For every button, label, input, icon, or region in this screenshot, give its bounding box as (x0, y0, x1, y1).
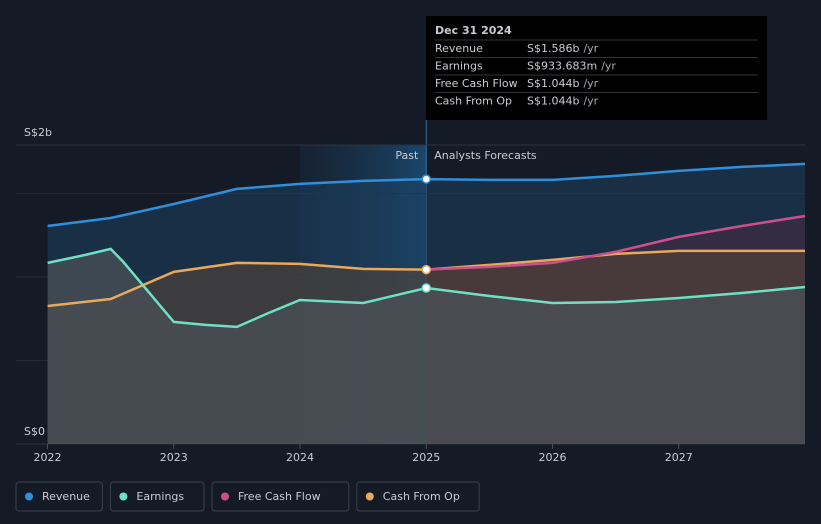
tooltip-unit: /yr (583, 42, 598, 55)
tooltip-unit: /yr (583, 95, 598, 108)
tooltip-value-text: S$1.044b (527, 77, 579, 90)
tooltip-value: S$1.586b/yr (527, 42, 599, 55)
legend-box[interactable] (211, 481, 350, 512)
tooltip-label: Revenue (435, 42, 483, 55)
legend-box[interactable] (356, 481, 480, 512)
series-line (47, 247, 806, 329)
legend-swatch (119, 492, 128, 501)
y-tick-label: S$2b (24, 126, 52, 139)
past-label: Past (395, 149, 419, 162)
legend-label: Free Cash Flow (238, 490, 321, 503)
forecast-label: Analysts Forecasts (434, 149, 537, 162)
x-tick-label: 2023 (160, 451, 188, 464)
legend-swatch (365, 492, 374, 501)
x-tick-label: 2022 (34, 451, 62, 464)
tooltip-value: S$933.683m/yr (527, 60, 616, 73)
legend-swatch (25, 492, 33, 501)
tooltip-value-text: S$933.683m (527, 60, 597, 73)
x-tick-label: 2024 (286, 451, 314, 464)
legend-item[interactable]: Revenue (15, 481, 103, 512)
tooltip-label: Earnings (435, 60, 483, 73)
legend-box[interactable] (15, 481, 103, 512)
tooltip-unit: /yr (583, 77, 598, 90)
tooltip-title: Dec 31 2024 (435, 24, 512, 37)
y-tick-label: S$0 (24, 425, 45, 438)
tooltip-label: Free Cash Flow (435, 77, 518, 90)
legend-item[interactable]: Free Cash Flow (211, 481, 350, 512)
legend-label: Cash From Op (383, 490, 460, 503)
legend-item[interactable]: Cash From Op (356, 481, 480, 512)
tooltip-value: S$1.044b/yr (527, 95, 599, 108)
tooltip-value-text: S$1.586b (527, 42, 579, 55)
legend-label: Revenue (42, 490, 90, 503)
x-tick-label: 2027 (665, 451, 693, 464)
tooltip-value: S$1.044b/yr (527, 77, 599, 90)
tooltip-box (426, 16, 767, 120)
legend-item[interactable]: Earnings (109, 481, 205, 512)
series-line (426, 214, 806, 271)
legend-label: Earnings (136, 490, 184, 503)
series-line (47, 249, 805, 308)
legend-box[interactable] (109, 481, 205, 512)
legend-swatch (221, 492, 229, 501)
point-marker (421, 264, 432, 275)
series-area (47, 248, 806, 444)
x-tick-label: 2026 (539, 451, 567, 464)
tooltip-value-text: S$1.044b (527, 95, 579, 108)
tooltip-unit: /yr (601, 60, 616, 73)
tooltip-label: Cash From Op (435, 95, 512, 108)
point-marker (421, 283, 432, 293)
x-tick-label: 2025 (412, 451, 440, 464)
point-marker (421, 174, 432, 184)
